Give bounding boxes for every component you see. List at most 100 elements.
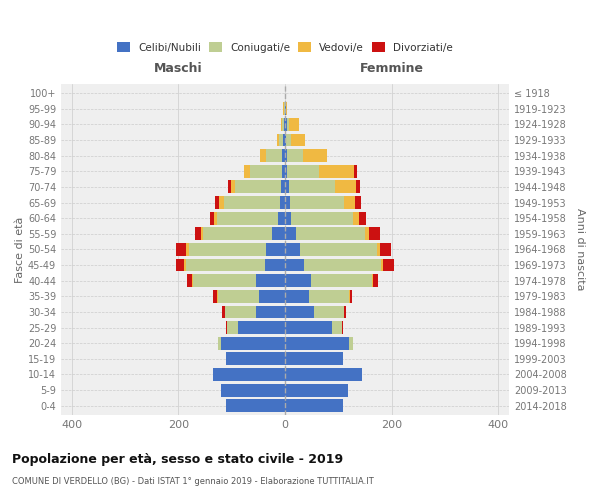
Y-axis label: Fasce di età: Fasce di età [15,216,25,282]
Bar [287,149,303,162]
Bar [266,149,283,162]
Bar [300,243,377,256]
Bar [227,321,238,334]
Bar [278,212,285,224]
Bar [383,258,394,272]
Bar [285,321,332,334]
Bar [176,258,184,272]
Bar [285,352,343,366]
Bar [218,337,221,349]
Bar [292,134,305,146]
Bar [285,337,349,349]
Bar [283,134,285,146]
Bar [359,212,365,224]
Bar [283,149,285,162]
Bar [332,321,341,334]
Bar [221,384,285,396]
Bar [285,274,311,287]
Bar [285,290,309,302]
Bar [285,306,314,318]
Bar [221,337,285,349]
Bar [296,228,365,240]
Bar [370,228,380,240]
Bar [222,306,225,318]
Bar [285,165,287,177]
Bar [354,165,356,177]
Bar [213,290,217,302]
Bar [285,258,304,272]
Bar [377,243,380,256]
Bar [281,118,282,131]
Bar [201,228,203,240]
Bar [259,290,285,302]
Legend: Celibi/Nubili, Coniugati/e, Vedovi/e, Divorziati/e: Celibi/Nubili, Coniugati/e, Vedovi/e, Di… [117,42,453,52]
Bar [344,306,346,318]
Bar [220,196,224,209]
Bar [311,274,372,287]
Bar [314,306,344,318]
Bar [256,274,285,287]
Bar [260,149,266,162]
Bar [349,337,353,349]
Bar [341,321,343,334]
Text: Femmine: Femmine [360,62,424,75]
Bar [304,258,381,272]
Bar [284,118,285,131]
Bar [287,118,289,131]
Y-axis label: Anni di nascita: Anni di nascita [575,208,585,290]
Bar [226,321,227,334]
Bar [238,321,285,334]
Bar [344,196,355,209]
Bar [196,228,201,240]
Bar [215,196,220,209]
Bar [256,306,285,318]
Bar [335,180,356,194]
Bar [285,149,287,162]
Bar [277,134,279,146]
Bar [356,180,360,194]
Bar [203,228,272,240]
Text: Maschi: Maschi [154,62,203,75]
Bar [235,180,281,194]
Bar [373,274,379,287]
Bar [187,243,189,256]
Bar [225,306,256,318]
Text: COMUNE DI VERDELLO (BG) - Dati ISTAT 1° gennaio 2019 - Elaborazione TUTTITALIA.I: COMUNE DI VERDELLO (BG) - Dati ISTAT 1° … [12,478,374,486]
Bar [289,118,299,131]
Bar [189,243,266,256]
Bar [224,196,280,209]
Bar [280,196,285,209]
Bar [380,243,391,256]
Bar [265,258,285,272]
Bar [319,165,354,177]
Bar [353,212,359,224]
Bar [217,212,278,224]
Bar [286,134,292,146]
Bar [285,400,343,412]
Bar [285,228,296,240]
Bar [289,180,335,194]
Bar [186,258,265,272]
Bar [355,196,361,209]
Bar [226,400,285,412]
Text: Popolazione per età, sesso e stato civile - 2019: Popolazione per età, sesso e stato civil… [12,452,343,466]
Bar [303,149,327,162]
Bar [292,212,353,224]
Bar [285,368,362,381]
Bar [290,196,344,209]
Bar [191,274,193,287]
Bar [282,165,285,177]
Bar [285,243,300,256]
Bar [214,212,217,224]
Bar [372,274,373,287]
Bar [193,274,256,287]
Bar [285,180,289,194]
Bar [285,118,287,131]
Bar [229,180,231,194]
Bar [285,384,348,396]
Bar [266,243,285,256]
Bar [350,290,352,302]
Bar [244,165,250,177]
Bar [286,102,287,115]
Bar [226,352,285,366]
